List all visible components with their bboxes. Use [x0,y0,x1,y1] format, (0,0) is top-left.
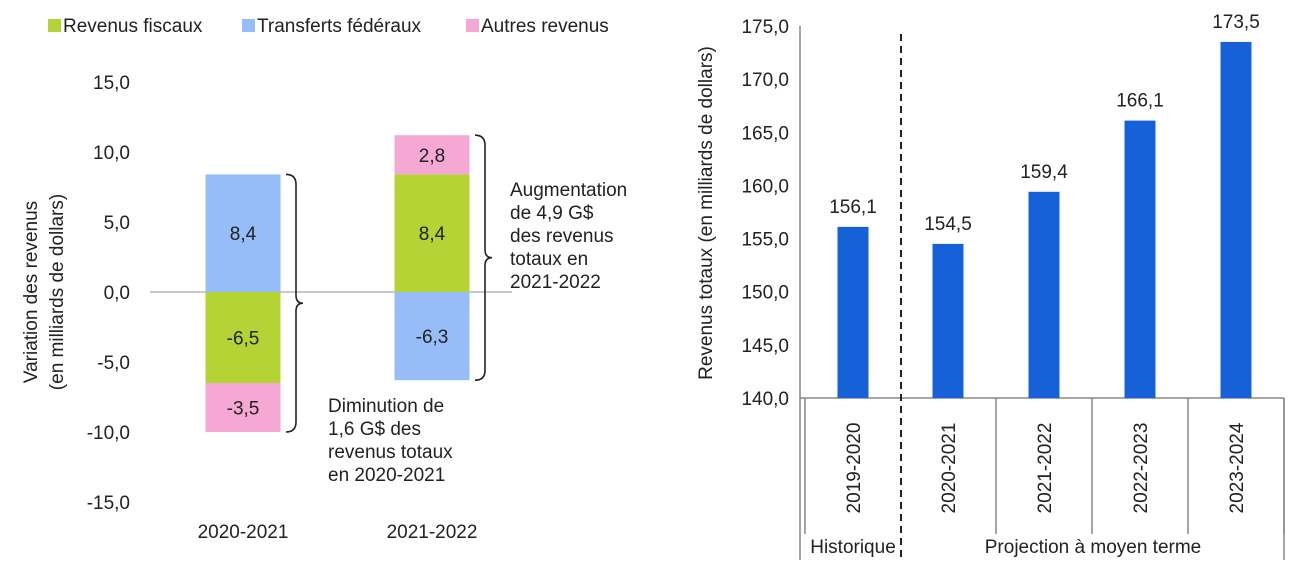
data-label: -6,5 [227,329,260,350]
legend-swatch [242,19,255,32]
y-tick-label: -5,0 [97,353,130,374]
bar-segment [394,174,470,292]
group-label-historical: Historique [810,537,896,558]
y-tick-label: 170,0 [741,70,789,91]
annotation-bracket [285,173,304,433]
annotation-text: en 2020-2021 [328,465,445,486]
data-label: -6,3 [416,327,449,348]
x-tick-label: 2021-2022 [387,522,478,543]
legend-label: Revenus fiscaux [63,16,203,37]
group-label-projection: Projection à moyen terme [985,537,1202,558]
x-tick-label: 2021-2022 [1035,423,1056,514]
y-tick-label: 150,0 [741,283,789,304]
y-axis-title-line1: Variation des revenus [21,201,42,383]
data-label: 154,5 [924,214,972,235]
x-tick-label: 2022-2023 [1131,423,1152,514]
legend-label: Transferts fédéraux [257,16,422,37]
bar-segment [205,292,281,383]
bar [1124,120,1156,398]
y-tick-label: 10,0 [93,143,130,164]
x-tick-group: 2021-2022 [1035,423,1056,514]
bar [932,243,964,398]
bar [837,226,869,398]
y-axis-title-group: Revenus totaux (en milliards de dollars) [696,46,717,380]
annotation-text: des revenus [510,226,614,247]
legend-swatch [48,19,61,32]
y-tick-label: 160,0 [741,176,789,197]
bar-segment [205,174,281,292]
x-tick-label: 2023-2024 [1227,422,1248,513]
y-tick-label: -15,0 [87,493,130,514]
data-label: 173,5 [1212,12,1260,33]
y-tick-label: 15,0 [93,73,130,94]
x-tick-group: 2020-2021 [939,423,960,514]
annotation-text: totaux en [510,249,588,270]
legend-swatch [466,19,479,32]
y-tick-label: -10,0 [87,423,130,444]
legend-label: Autres revenus [481,16,609,37]
data-label: 8,4 [230,224,257,245]
bar-segment [205,383,281,432]
x-tick-group: 2023-2024 [1227,422,1248,513]
data-label: 156,1 [829,197,877,218]
bar-segment [394,292,470,381]
data-label: 8,4 [419,224,446,245]
bar [1028,191,1060,398]
x-tick-label: 2020-2021 [939,423,960,514]
annotation-text: de 4,9 G$ [510,203,594,224]
x-tick-label: 2019-2020 [844,423,865,514]
annotation-text: Diminution de [328,396,444,417]
y-tick-label: 5,0 [104,213,130,234]
annotation-bracket [474,134,493,381]
data-label: 2,8 [419,146,445,167]
y-axis-title: Variation des revenus (en milliards de do… [21,194,68,390]
annotation-text: 1,6 G$ des [328,419,421,440]
annotation-text: Augmentation [510,180,627,201]
y-tick-label: 165,0 [741,123,789,144]
y-tick-label: 145,0 [741,336,789,357]
y-tick-label: 155,0 [741,230,789,251]
y-axis-title-line2: (en milliards de dollars) [47,194,68,390]
x-tick-group: 2022-2023 [1131,423,1152,514]
annotation-text: revenus totaux [328,442,453,463]
bar [1220,41,1252,398]
x-tick-group: 2019-2020 [844,423,865,514]
y-tick-label: 175,0 [741,17,789,38]
y-tick-label: 140,0 [741,389,789,410]
data-label: -3,5 [227,399,260,420]
data-label: 159,4 [1020,162,1068,183]
bar-segment [394,135,470,175]
y-tick-label: 0,0 [104,283,130,304]
stacked-bar-chart: Revenus fiscaux Transferts fédéraux Autres… [21,16,627,543]
data-label: 166,1 [1116,91,1164,112]
annotation-text: 2021-2022 [510,272,601,293]
x-tick-label: 2020-2021 [198,522,289,543]
y-axis-title: Revenus totaux (en milliards de dollars) [696,46,717,380]
